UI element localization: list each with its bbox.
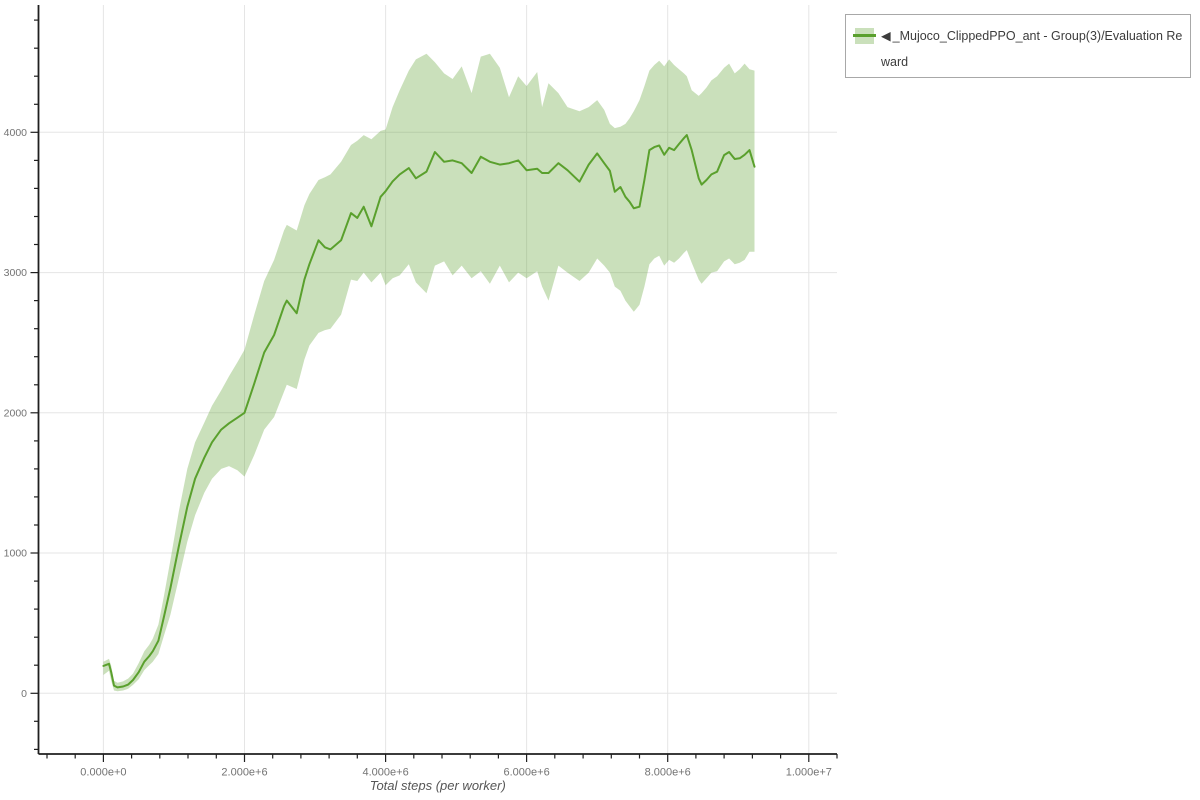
legend-swatch-line-icon [853, 34, 876, 37]
confidence-band [103, 53, 755, 692]
legend-collapse-triangle-icon[interactable]: ◀ [881, 29, 891, 43]
ytick-label: 2000 [4, 407, 28, 419]
axis-ticks [30, 19, 838, 762]
xtick-label: 6.000e+6 [504, 767, 550, 779]
tick-labels: 0.000e+0 2.000e+6 4.000e+6 6.000e+6 8.000e+6… [4, 127, 832, 779]
legend[interactable]: ◀ _Mujoco_ClippedPPO_ant - Group(3)/Evalu… [845, 14, 1191, 78]
xtick-label: 4.000e+6 [363, 767, 409, 779]
xtick-label: 2.000e+6 [221, 767, 267, 779]
axes [37, 5, 837, 755]
legend-series-label: _Mujoco_ClippedPPO_ant - Group(3)/Evalua… [881, 29, 1183, 69]
ytick-label: 1000 [4, 548, 28, 560]
xtick-label: 8.000e+6 [645, 767, 691, 779]
grid-lines [38, 5, 837, 754]
mean-line [102, 134, 756, 689]
xtick-label: 1.000e+7 [786, 767, 832, 779]
legend-swatch-icon [853, 28, 876, 44]
ytick-label: 0 [21, 688, 27, 700]
xtick-label: 0.000e+0 [80, 767, 126, 779]
legend-entry[interactable]: ◀ _Mujoco_ClippedPPO_ant - Group(3)/Evalu… [881, 23, 1184, 71]
ytick-label: 4000 [4, 127, 28, 139]
x-axis-title: Total steps (per worker) [370, 778, 506, 793]
ytick-label: 3000 [4, 267, 28, 279]
